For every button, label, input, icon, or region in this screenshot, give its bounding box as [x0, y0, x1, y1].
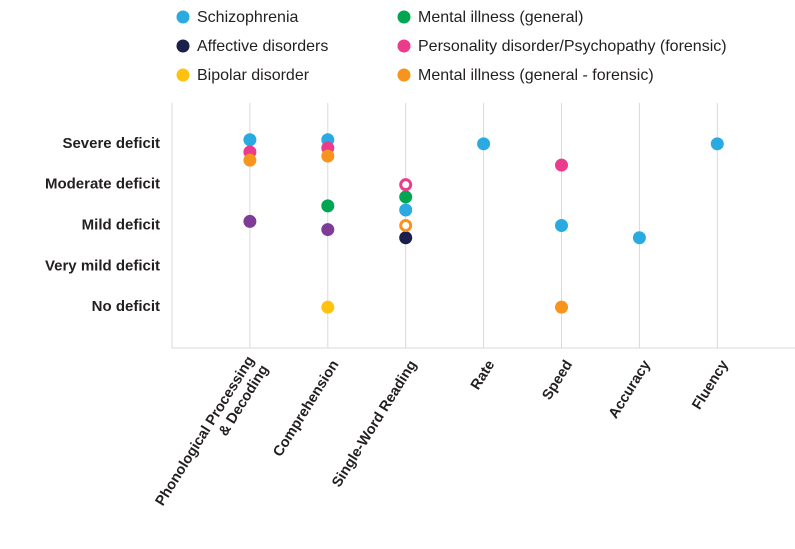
data-point: [632, 231, 646, 245]
data-point: [399, 190, 413, 204]
x-tick-label: Speed: [540, 358, 577, 403]
x-tick-label: Single-Word Reading: [329, 358, 420, 491]
legend-label: Schizophrenia: [197, 9, 299, 26]
legend-marker: [176, 68, 190, 82]
data-point: [399, 219, 413, 232]
legend-label: Bipolar disorder: [197, 67, 310, 84]
y-tick-label: Severe deficit: [62, 135, 160, 152]
x-tick-label: Comprehension: [270, 358, 342, 460]
data-point: [555, 300, 568, 314]
x-tick-label: Rate: [468, 358, 498, 393]
x-tick-label: Phonological Processing& Decoding: [152, 353, 272, 517]
data-point: [321, 149, 335, 163]
legend-label: Personality disorder/Psychopathy (forens…: [418, 38, 727, 55]
legend-label: Mental illness (general): [418, 9, 583, 26]
data-point: [555, 219, 568, 232]
data-point: [243, 153, 257, 167]
data-point: [477, 137, 491, 151]
data-point: [321, 300, 335, 314]
legend-label: Mental illness (general - forensic): [418, 67, 654, 84]
x-tick-label: Fluency: [689, 358, 732, 413]
y-tick-label: Mild deficit: [82, 216, 160, 233]
data-point: [321, 199, 335, 213]
legend-marker: [176, 39, 190, 53]
data-point: [399, 178, 413, 192]
data-point: [555, 158, 568, 172]
data-point: [243, 133, 257, 147]
y-tick-label: Very mild deficit: [45, 257, 160, 274]
data-point: [399, 231, 413, 245]
y-tick-label: No deficit: [92, 298, 160, 315]
data-point: [710, 137, 724, 151]
legend-marker: [397, 39, 411, 53]
data-point: [399, 203, 413, 217]
x-tick-label: Accuracy: [606, 358, 654, 422]
legend-marker: [397, 10, 411, 24]
legend-marker: [397, 68, 411, 82]
legend-label: Affective disorders: [197, 38, 328, 55]
data-point: [321, 223, 335, 237]
legend-marker: [176, 10, 190, 24]
data-point: [243, 214, 257, 228]
y-tick-label: Moderate deficit: [45, 176, 160, 193]
